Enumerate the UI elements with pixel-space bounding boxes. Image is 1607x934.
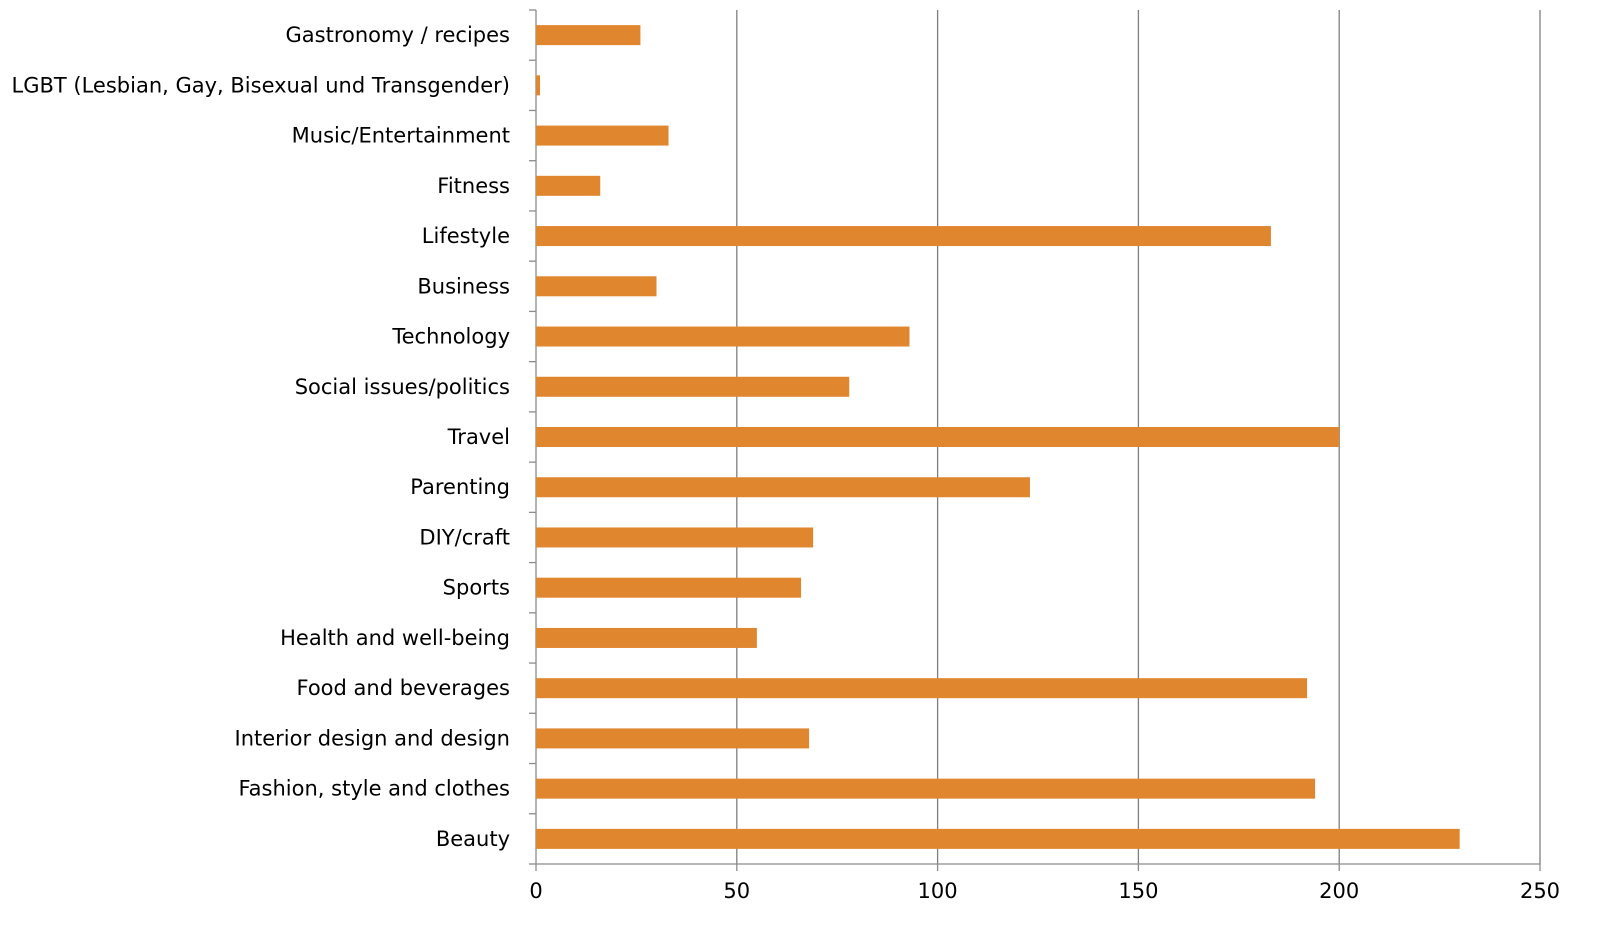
category-label: Interior design and design [235, 726, 510, 750]
bar [536, 577, 802, 598]
bar [536, 627, 757, 648]
category-label: Social issues/politics [295, 375, 510, 399]
category-label: Fashion, style and clothes [239, 777, 510, 801]
category-label: Sports [443, 576, 510, 600]
category-label: Fitness [437, 174, 510, 198]
x-tick-label: 250 [1520, 879, 1560, 903]
bar [536, 125, 669, 146]
x-tick-label: 200 [1319, 879, 1359, 903]
category-label: Business [417, 274, 510, 298]
bar [536, 678, 1308, 699]
bar [536, 427, 1340, 447]
x-tick-label: 150 [1118, 879, 1158, 903]
category-label: Technology [391, 325, 510, 349]
bar [536, 326, 910, 347]
category-label: Food and beverages [296, 676, 510, 700]
bar [536, 175, 601, 196]
bar [536, 25, 641, 46]
bars [536, 25, 1460, 849]
x-tick-label: 50 [723, 879, 750, 903]
bar [536, 226, 1271, 247]
category-label: LGBT (Lesbian, Gay, Bisexual und Transge… [12, 73, 510, 97]
category-label: Parenting [410, 475, 510, 499]
category-label: Health and well-being [280, 626, 510, 650]
category-label: Music/Entertainment [292, 124, 510, 148]
category-labels: Gastronomy / recipes LGBT (Lesbian, Gay, … [12, 23, 510, 851]
bar [536, 276, 657, 297]
category-label: Gastronomy / recipes [286, 23, 510, 47]
bar [536, 477, 1030, 498]
bar [536, 728, 810, 749]
x-tick-label: 100 [918, 879, 958, 903]
category-label: Travel [447, 425, 510, 449]
bar [536, 376, 850, 397]
bar [536, 828, 1460, 849]
category-label: Lifestyle [422, 224, 510, 248]
x-tick-label: 0 [529, 879, 542, 903]
bar [536, 778, 1316, 799]
x-tick-labels: 0 50 100 150 200 250 [529, 879, 1560, 903]
category-label: Beauty [436, 827, 510, 851]
category-label: DIY/craft [419, 525, 510, 549]
bar [536, 527, 814, 548]
bar [536, 75, 541, 96]
